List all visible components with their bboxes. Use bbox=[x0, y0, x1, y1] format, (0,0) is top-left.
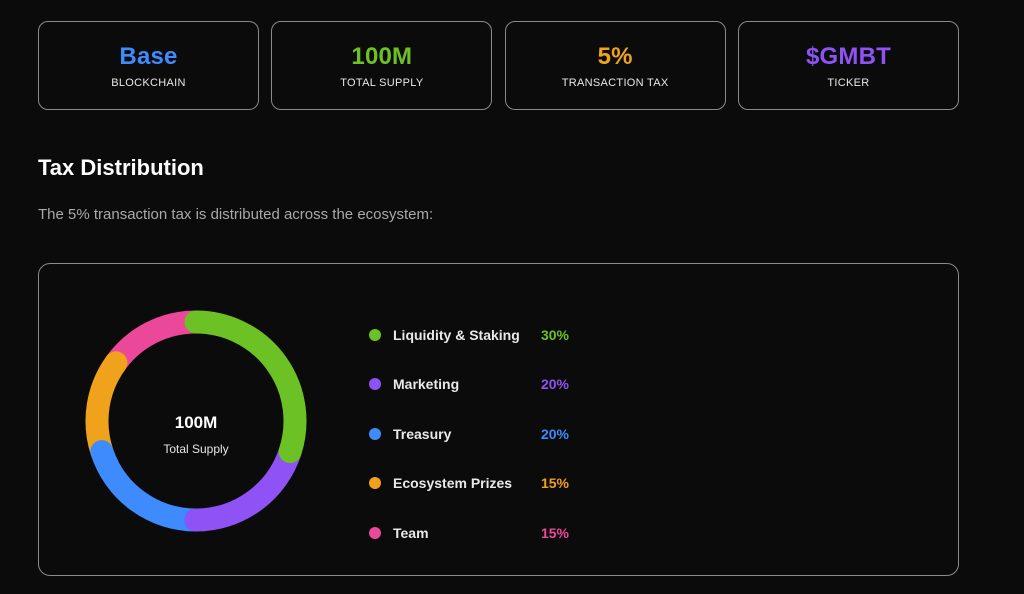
stat-label-transaction-tax: TRANSACTION TAX bbox=[561, 76, 669, 89]
stat-label-total-supply: TOTAL SUPPLY bbox=[340, 76, 424, 89]
stat-value-blockchain: Base bbox=[119, 42, 178, 70]
legend-item-liquidity-staking: Liquidity & Staking 30% bbox=[369, 310, 569, 360]
legend-label-ecosystem-prizes: Ecosystem Prizes bbox=[393, 475, 513, 492]
legend-label-treasury: Treasury bbox=[393, 425, 452, 442]
stats-row: Base BLOCKCHAIN 100M TOTAL SUPPLY 5% TRA… bbox=[38, 21, 959, 110]
legend-item-treasury: Treasury 20% bbox=[369, 409, 569, 459]
stat-card-ticker: $GMBT TICKER bbox=[737, 21, 959, 110]
donut-segment-team bbox=[104, 310, 208, 375]
legend-item-ecosystem-prizes: Ecosystem Prizes 15% bbox=[369, 459, 569, 509]
legend-label-team: Team bbox=[393, 524, 429, 541]
legend-value-liquidity-staking: 30% bbox=[540, 326, 569, 343]
legend-value-treasury: 20% bbox=[540, 425, 569, 442]
stat-value-ticker: $GMBT bbox=[805, 42, 891, 70]
legend-value-team: 15% bbox=[540, 524, 569, 541]
stat-value-total-supply: 100M bbox=[351, 42, 413, 70]
legend-label-liquidity-staking: Liquidity & Staking bbox=[393, 326, 520, 343]
legend-dot-marketing bbox=[369, 378, 381, 391]
legend-dot-team bbox=[369, 526, 381, 539]
section-description: The 5% transaction tax is distributed ac… bbox=[38, 206, 434, 223]
legend-value-ecosystem-prizes: 15% bbox=[540, 475, 569, 492]
stat-card-blockchain: Base BLOCKCHAIN bbox=[38, 21, 259, 110]
donut-segment-marketing bbox=[184, 440, 302, 532]
section-title: Tax Distribution bbox=[38, 155, 204, 180]
donut-center-label: Total Supply bbox=[163, 442, 228, 456]
stat-label-blockchain: BLOCKCHAIN bbox=[111, 76, 186, 89]
legend-dot-ecosystem-prizes bbox=[369, 477, 381, 490]
donut-center-value: 100M bbox=[175, 413, 218, 432]
stat-card-total-supply: 100M TOTAL SUPPLY bbox=[271, 21, 493, 110]
legend-item-marketing: Marketing 20% bbox=[369, 360, 569, 410]
legend-dot-liquidity-staking bbox=[369, 328, 381, 341]
donut-segment-treasury bbox=[90, 440, 208, 532]
tax-distribution-card: 100M Total Supply Liquidity & Staking 30%… bbox=[38, 263, 959, 576]
legend-label-marketing: Marketing bbox=[393, 376, 460, 393]
donut-chart: 100M Total Supply bbox=[85, 310, 307, 532]
donut-segment-liquidity-staking bbox=[184, 310, 307, 464]
legend-value-marketing: 20% bbox=[540, 376, 569, 393]
stat-card-transaction-tax: 5% TRANSACTION TAX bbox=[504, 21, 726, 110]
legend-dot-treasury bbox=[369, 427, 381, 440]
stat-value-transaction-tax: 5% bbox=[597, 42, 633, 70]
stat-label-ticker: TICKER bbox=[827, 76, 870, 89]
donut-segments bbox=[85, 310, 307, 532]
legend-item-team: Team 15% bbox=[369, 508, 569, 558]
donut-segment-ecosystem-prizes bbox=[85, 351, 128, 464]
chart-legend: Liquidity & Staking 30% Marketing 20% Treasu… bbox=[369, 310, 569, 558]
